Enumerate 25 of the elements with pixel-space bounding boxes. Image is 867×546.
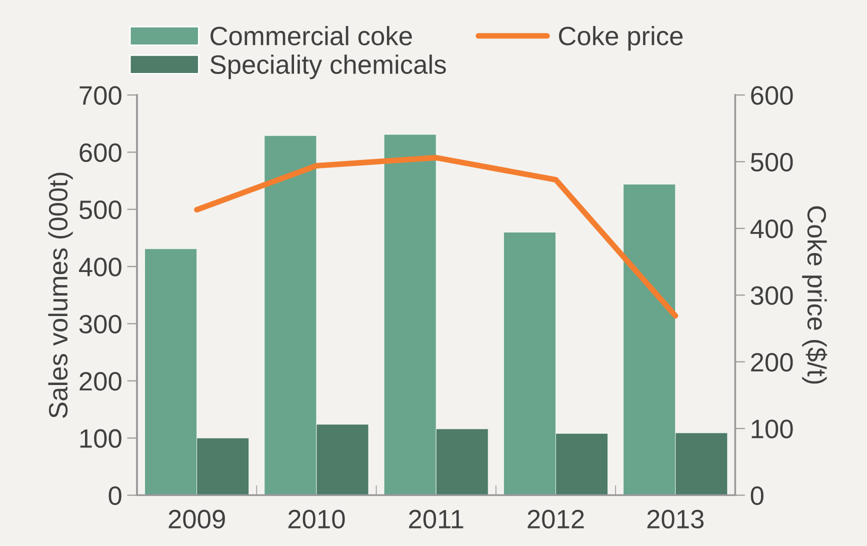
y-tick-label: 700	[80, 86, 122, 105]
x-tick-label: 2013	[647, 510, 704, 528]
y2-tick-label: 600	[751, 86, 793, 105]
y2-tick-label: 300	[750, 286, 793, 305]
x-tick-label: 2012	[528, 510, 584, 528]
y2-axis-title: Coke price ($/t)	[802, 206, 828, 384]
y-tick-label: 0	[108, 486, 122, 506]
x-tick-label: 2010	[288, 510, 345, 528]
y2-tick-label: 100	[752, 420, 793, 438]
x-tick-label: 2011	[409, 510, 464, 528]
y-tick-label: 300	[79, 314, 122, 334]
y2-tick-label: 200	[751, 352, 793, 372]
y-tick-label: 200	[80, 372, 122, 391]
legend-label: Speciality chemicals	[210, 54, 446, 80]
y2-tick-label: 0	[750, 486, 764, 506]
y-tick-label: 400	[78, 258, 122, 276]
legend-label: Coke price	[558, 26, 683, 51]
legend-label: Commercial coke	[210, 26, 412, 46]
y-tick-label: 600	[80, 143, 122, 162]
y2-tick-label: 400	[750, 220, 793, 238]
y-tick-label: 500	[79, 200, 122, 220]
y-tick-label: 100	[80, 429, 122, 448]
x-tick-label: 2009	[168, 510, 225, 528]
y-axis-title: Sales volumes (000t)	[48, 172, 73, 418]
y2-tick-label: 500	[750, 152, 793, 172]
